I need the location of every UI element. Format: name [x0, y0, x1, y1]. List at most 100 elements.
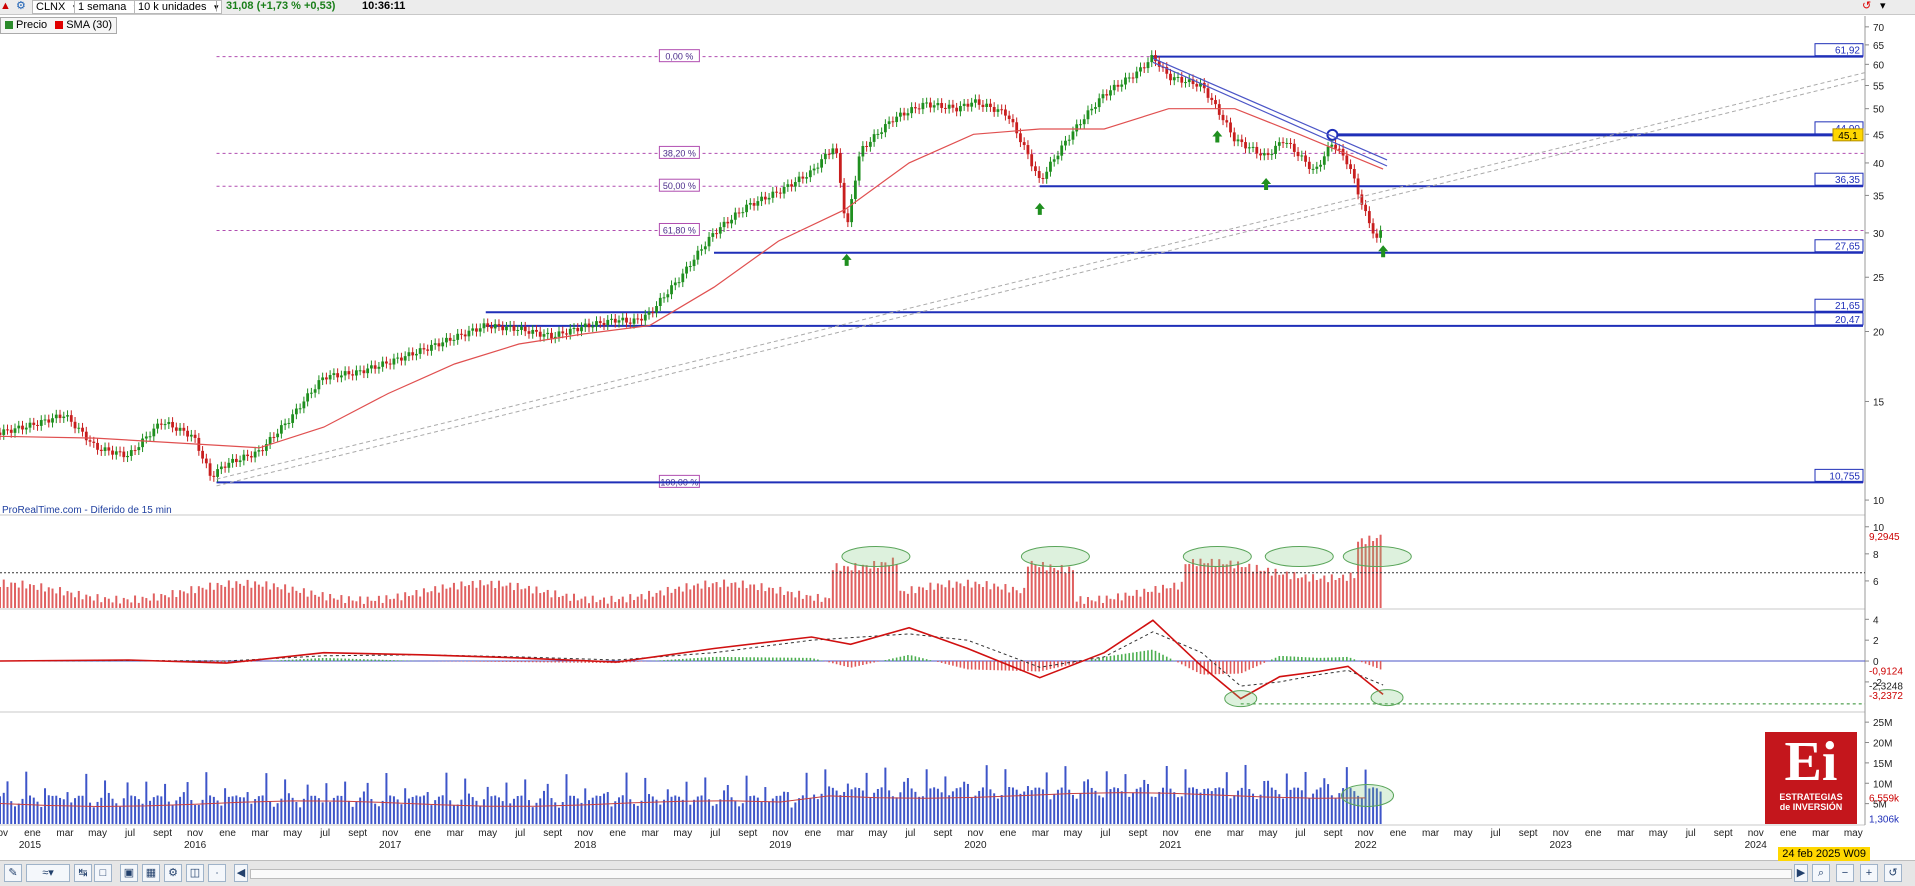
histogram-bar: [509, 661, 511, 662]
indicator-bar: [862, 565, 864, 608]
volume-bar: [1124, 774, 1126, 824]
price-tick-label: 15: [1873, 397, 1885, 408]
histogram-bar: [284, 660, 286, 661]
volume-bar: [303, 799, 305, 824]
candle-body: [1147, 62, 1150, 68]
candle-body: [194, 435, 197, 438]
cursor-icon[interactable]: ↹: [74, 864, 92, 882]
volume-bar: [746, 776, 748, 824]
zoom-fit-icon[interactable]: ⌕: [1812, 864, 1830, 882]
volume-bar: [1271, 788, 1273, 824]
interval-dropdown[interactable]: 1 semana: [74, 0, 141, 14]
histogram-bar: [322, 658, 324, 661]
histogram-bar: [1230, 661, 1232, 674]
indicator-bar: [1083, 604, 1085, 608]
window-icon[interactable]: ▣: [120, 864, 138, 882]
candle-body: [370, 365, 373, 368]
volume-bar: [419, 797, 421, 824]
scroll-right-icon[interactable]: ▶: [1794, 864, 1808, 882]
candle-body: [1237, 139, 1240, 141]
indicator-bar: [29, 584, 31, 608]
candle-body: [805, 177, 808, 178]
indicator-bar: [1297, 578, 1299, 608]
settings-icon[interactable]: ⚙: [164, 864, 182, 882]
indicator-bar: [866, 565, 868, 608]
candle-body: [603, 323, 606, 325]
histogram-bar: [397, 660, 399, 661]
histogram-bar: [1091, 660, 1093, 661]
candle-body: [861, 146, 864, 156]
histogram-bar: [1023, 661, 1025, 671]
candle-body: [1128, 77, 1131, 78]
refresh-icon[interactable]: ↺: [1862, 0, 1871, 14]
lock-icon[interactable]: ⚙: [16, 0, 28, 14]
layout-icon[interactable]: ◫: [186, 864, 204, 882]
volume-bar: [881, 787, 883, 824]
candle-body: [967, 104, 970, 107]
indicator-bar: [438, 593, 440, 608]
zoom-out-icon[interactable]: −: [1836, 864, 1854, 882]
volume-bar: [475, 801, 477, 824]
indicator-bar: [903, 591, 905, 608]
candle-body: [933, 105, 936, 107]
zoom-reset-icon[interactable]: ↺: [1884, 864, 1902, 882]
grid-icon[interactable]: ▦: [142, 864, 160, 882]
indicator-bar: [370, 601, 372, 608]
candle-body: [1210, 98, 1213, 100]
candle-body: [580, 327, 583, 331]
indicator-bar: [558, 597, 560, 608]
horizontal-scrollbar[interactable]: [250, 869, 1792, 879]
indicator-bar: [434, 586, 436, 608]
window-menu-icon[interactable]: ▾: [1880, 0, 1886, 14]
indicator-bar: [828, 598, 830, 608]
indicator-icon[interactable]: ∙: [208, 864, 226, 882]
indicator-bar: [1316, 580, 1318, 608]
toolbar: ▲ ⚙ CLNX 1 semana 10 k unidades | 31,08 …: [0, 0, 1915, 15]
candle-body: [756, 201, 759, 206]
chart-type-icon[interactable]: ≈▾: [26, 864, 70, 882]
volume-bar: [55, 796, 57, 824]
histogram-bar: [671, 660, 673, 661]
indicator-bar: [1128, 596, 1130, 608]
indicator-bar: [235, 581, 237, 608]
indicator-bar: [937, 583, 939, 608]
volume-bar: [284, 779, 286, 824]
volume-bar: [588, 800, 590, 824]
histogram-bar: [356, 659, 358, 661]
indicator-bar: [727, 587, 729, 608]
candle-body: [681, 274, 684, 283]
candle-body: [1102, 94, 1105, 98]
indicator-bar: [1170, 588, 1172, 608]
candle-body: [1124, 78, 1127, 85]
candle-body: [565, 333, 568, 334]
candle-body: [738, 212, 741, 213]
zoom-in-icon[interactable]: +: [1860, 864, 1878, 882]
indicator-bar: [412, 595, 414, 608]
candle-body: [918, 108, 921, 109]
volume-bar: [622, 795, 624, 824]
candle-body: [760, 197, 763, 201]
quote-separator: |: [215, 0, 218, 14]
candle-body: [723, 222, 726, 227]
scroll-left-icon[interactable]: ◀: [234, 864, 248, 882]
indicator-bar: [340, 595, 342, 608]
volume-bar: [160, 796, 162, 824]
candle-body: [824, 154, 827, 159]
broker-icon[interactable]: ▲: [0, 0, 12, 14]
volume-bar: [517, 796, 519, 824]
volume-tick-label: 10M: [1873, 779, 1892, 790]
volume-bar: [85, 774, 87, 824]
indicator-bar: [355, 601, 357, 608]
indicator-bar: [678, 587, 680, 608]
indicator-bar: [284, 584, 286, 608]
candle-body: [145, 436, 148, 438]
watermark-text: ProRealTime.com - Diferido de 15 min: [2, 505, 172, 516]
pencil-icon[interactable]: ✎: [4, 864, 22, 882]
volume-bar: [468, 794, 470, 824]
histogram-bar: [1121, 654, 1123, 661]
units-dropdown[interactable]: 10 k unidades: [134, 0, 222, 14]
histogram-bar: [948, 661, 950, 665]
zoom-icon[interactable]: □: [94, 864, 112, 882]
volume-bar: [723, 790, 725, 824]
